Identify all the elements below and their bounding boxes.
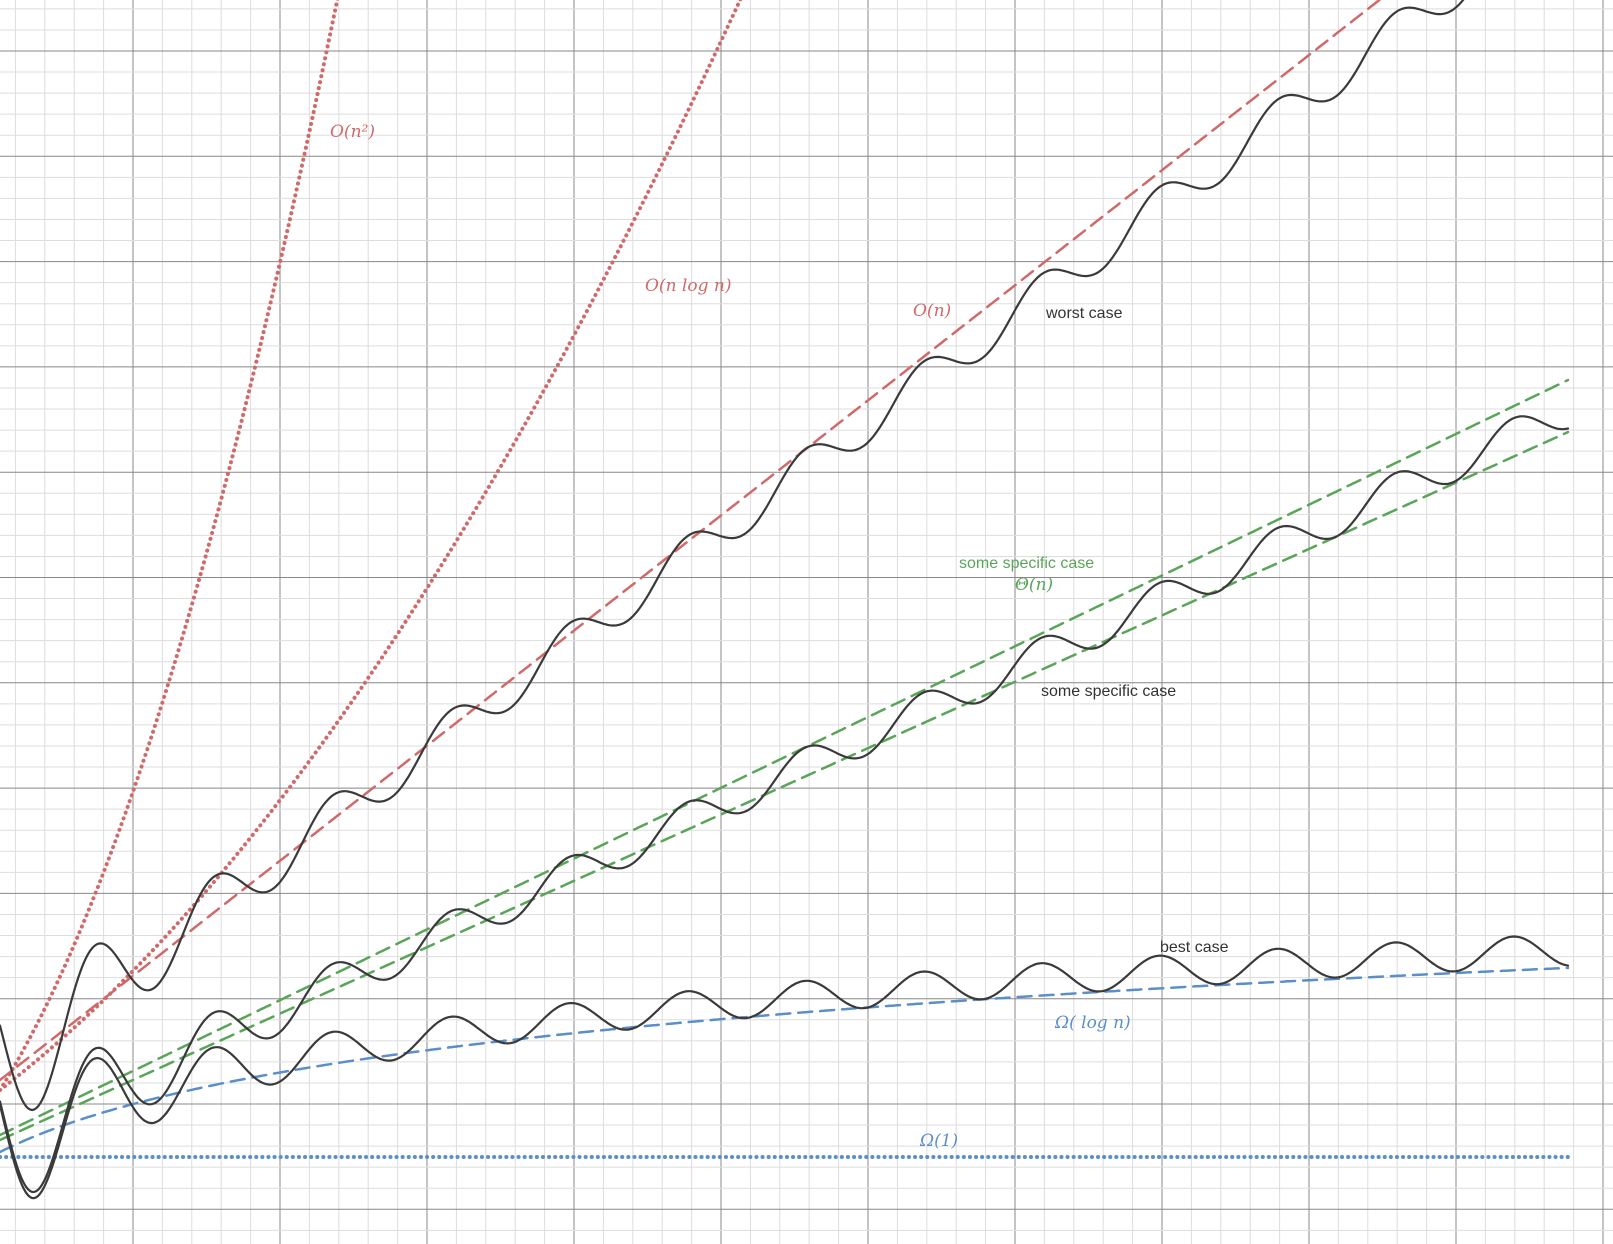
label-best: best case [1160, 939, 1229, 956]
o-n2-curve [0, 0, 340, 1092]
o-n-curve [0, 0, 1382, 1082]
label-specific: some specific case [1041, 683, 1176, 700]
best-case-curve [0, 935, 1570, 1200]
label-theta-case: some specific case [959, 555, 1094, 572]
label-o-n2: O(n²) [330, 122, 375, 142]
curves [0, 0, 1570, 1200]
theta-lower-curve [0, 430, 1570, 1142]
specific-case-curve [0, 415, 1570, 1194]
omega-log-curve [0, 966, 1570, 1154]
theta-upper-curve [0, 378, 1570, 1137]
label-worst: worst case [1045, 305, 1123, 322]
label-omega-1: Ω(1) [919, 1131, 958, 1151]
worst-case-curve [0, 0, 1465, 1112]
label-theta: Θ(n) [1015, 575, 1053, 595]
label-o-nlogn: O(n log n) [645, 276, 731, 296]
label-omega-log: Ω( log n) [1054, 1013, 1131, 1033]
o-nlogn-curve [0, 0, 743, 1092]
label-o-n: O(n) [913, 301, 951, 321]
